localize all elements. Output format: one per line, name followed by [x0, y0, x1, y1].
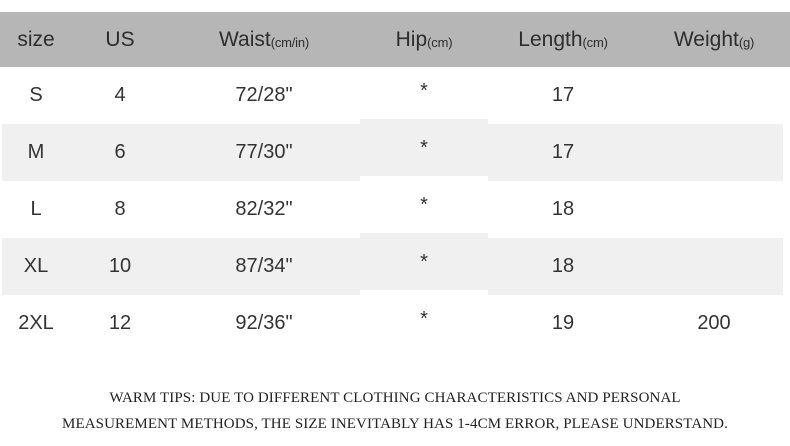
cell-waist: 82/32"	[235, 198, 293, 220]
column-header-hip-label: Hip	[395, 27, 428, 51]
cell-size: M	[0, 124, 72, 181]
column-header-hip: Hip(cm)	[360, 12, 488, 67]
cell-length: 18	[488, 238, 638, 295]
column-header-waist: Waist(cm/in)	[168, 12, 360, 67]
column-header-weight: Weight(g)	[638, 12, 790, 67]
cell-length: 18	[551, 198, 575, 220]
cell-weight	[638, 124, 790, 181]
warm-tips: WARM TIPS: DUE TO DIFFERENT CLOTHING CHA…	[0, 385, 790, 437]
warm-tips-line-2: MEASUREMENT METHODS, THE SIZE INEVITABLY…	[62, 416, 728, 432]
cell-hip: *	[420, 193, 428, 216]
cell-us: 4	[114, 84, 126, 106]
cell-us: 12	[108, 312, 132, 334]
cell-hip: *	[420, 307, 428, 330]
table-row: 2XL 12 92/36" * 19 200	[0, 295, 790, 352]
column-header-size-label: size	[17, 27, 55, 51]
column-header-length-label: Length	[518, 27, 583, 51]
column-header-weight-unit: (g)	[738, 34, 755, 50]
column-header-size: size	[0, 12, 72, 67]
cell-us: 10	[72, 238, 168, 295]
column-header-length: Length(cm)	[488, 12, 638, 67]
cell-us: 8	[114, 198, 126, 220]
column-header-length-unit: (cm)	[582, 34, 608, 50]
cell-weight: 200	[697, 312, 731, 334]
table-row: S 4 72/28" * 17	[0, 67, 790, 124]
cell-hip: *	[360, 233, 488, 290]
table-row: L 8 82/32" * 18	[0, 181, 790, 238]
table-header-row: size US Waist(cm/in) Hip(cm) Length(cm) …	[0, 12, 790, 67]
cell-waist: 92/36"	[235, 312, 293, 334]
size-chart-table: size US Waist(cm/in) Hip(cm) Length(cm) …	[0, 12, 790, 352]
column-header-us: US	[72, 12, 168, 67]
cell-weight	[638, 181, 790, 238]
cell-length: 17	[488, 124, 638, 181]
table-row: XL 10 87/34" * 18	[0, 233, 790, 295]
column-header-waist-label: Waist	[218, 27, 271, 51]
cell-us: 6	[72, 124, 168, 181]
column-header-hip-unit: (cm)	[427, 34, 453, 50]
cell-waist: 72/28"	[235, 84, 293, 106]
table-body: S 4 72/28" * 17 M 6 77/30" * 17 L 8 82/3…	[0, 67, 790, 352]
column-header-weight-label: Weight	[673, 27, 739, 51]
warm-tips-line-1: WARM TIPS: DUE TO DIFFERENT CLOTHING CHA…	[109, 390, 681, 406]
cell-size: L	[30, 198, 42, 220]
column-header-waist-unit: (cm/in)	[270, 34, 310, 50]
cell-weight	[638, 238, 790, 295]
table-row: M 6 77/30" * 17	[0, 119, 790, 181]
cell-length: 17	[551, 84, 575, 106]
cell-waist: 77/30"	[168, 124, 360, 181]
cell-weight	[638, 67, 790, 124]
cell-size: XL	[0, 238, 72, 295]
cell-hip: *	[360, 119, 488, 176]
cell-size: S	[29, 84, 43, 106]
cell-length: 19	[551, 312, 575, 334]
cell-size: 2XL	[18, 312, 54, 334]
table-header: size US Waist(cm/in) Hip(cm) Length(cm) …	[0, 12, 790, 67]
cell-hip: *	[420, 79, 428, 102]
cell-waist: 87/34"	[168, 238, 360, 295]
column-header-us-label: US	[105, 27, 135, 51]
